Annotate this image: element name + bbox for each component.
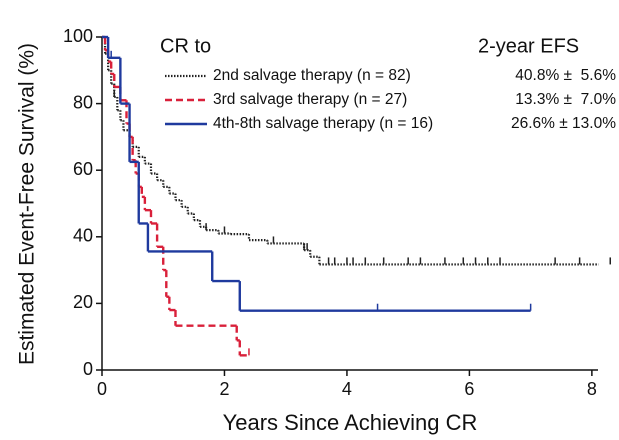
legend-efs: 26.6% ± 13.0% <box>511 115 616 132</box>
y-axis-title: Estimated Event-Free Survival (%) <box>16 43 39 365</box>
x-tick-label: 0 <box>97 379 107 399</box>
x-tick-label: 4 <box>342 379 352 399</box>
x-axis-title: Years Since Achieving CR <box>223 410 478 435</box>
x-tick-label: 6 <box>464 379 474 399</box>
legend-label: 3rd salvage therapy (n = 27) <box>213 91 407 108</box>
legend-efs: 40.8% ± 5.6% <box>515 67 616 84</box>
y-tick-label: 20 <box>73 292 93 312</box>
legend-title: CR to <box>160 35 211 57</box>
y-tick-label: 80 <box>73 92 93 112</box>
legend-value-title: 2-year EFS <box>478 35 579 57</box>
legend-label: 4th-8th salvage therapy (n = 16) <box>213 115 433 132</box>
y-tick-label: 100 <box>63 26 93 46</box>
y-tick-label: 40 <box>73 226 93 246</box>
legend-label: 2nd salvage therapy (n = 82) <box>213 67 411 84</box>
y-tick-label: 60 <box>73 159 93 179</box>
x-tick-label: 8 <box>587 379 597 399</box>
y-tick-label: 0 <box>83 359 93 379</box>
x-tick-label: 2 <box>219 379 229 399</box>
legend-efs: 13.3% ± 7.0% <box>515 91 616 108</box>
